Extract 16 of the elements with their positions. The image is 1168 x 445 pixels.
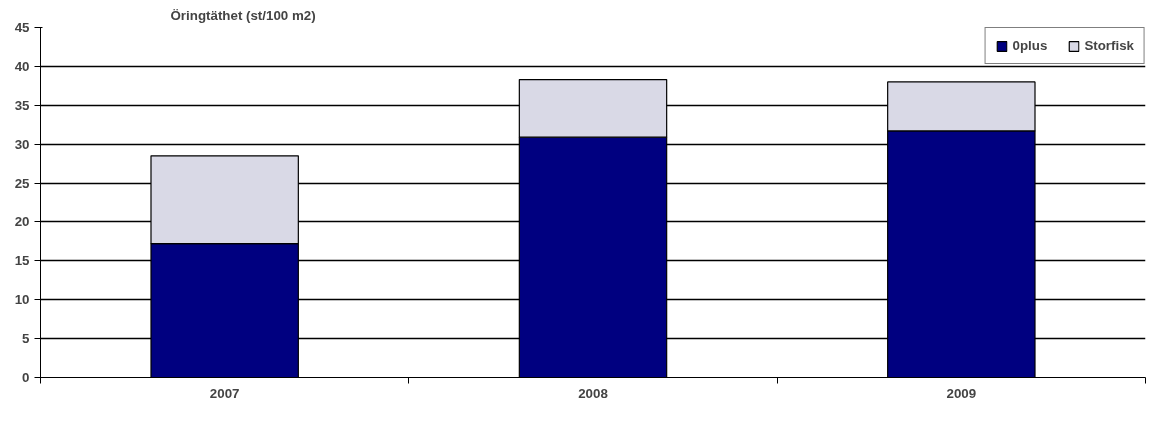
x-tick-label: 2008 [578,385,608,401]
legend-label: Storfisk [1084,38,1134,53]
y-tick-label: 5 [22,331,31,347]
legend-label: 0plus [1012,38,1048,53]
y-tick-label: 30 [14,136,30,152]
y-tick-label: 40 [14,58,30,74]
chart-title: Öringtäthet (st/100 m2) [170,7,316,23]
y-tick-label: 45 [14,20,31,35]
y-tick-label: 0 [22,370,30,385]
y-tick-label: 20 [14,214,30,230]
x-tick-label: 2007 [209,385,240,401]
x-tick-label: 2009 [946,385,977,401]
y-tick-label: 15 [14,253,31,269]
y-tick-label: 10 [14,292,30,308]
y-tick-label: 35 [14,97,31,113]
y-tick-label: 25 [14,175,31,191]
